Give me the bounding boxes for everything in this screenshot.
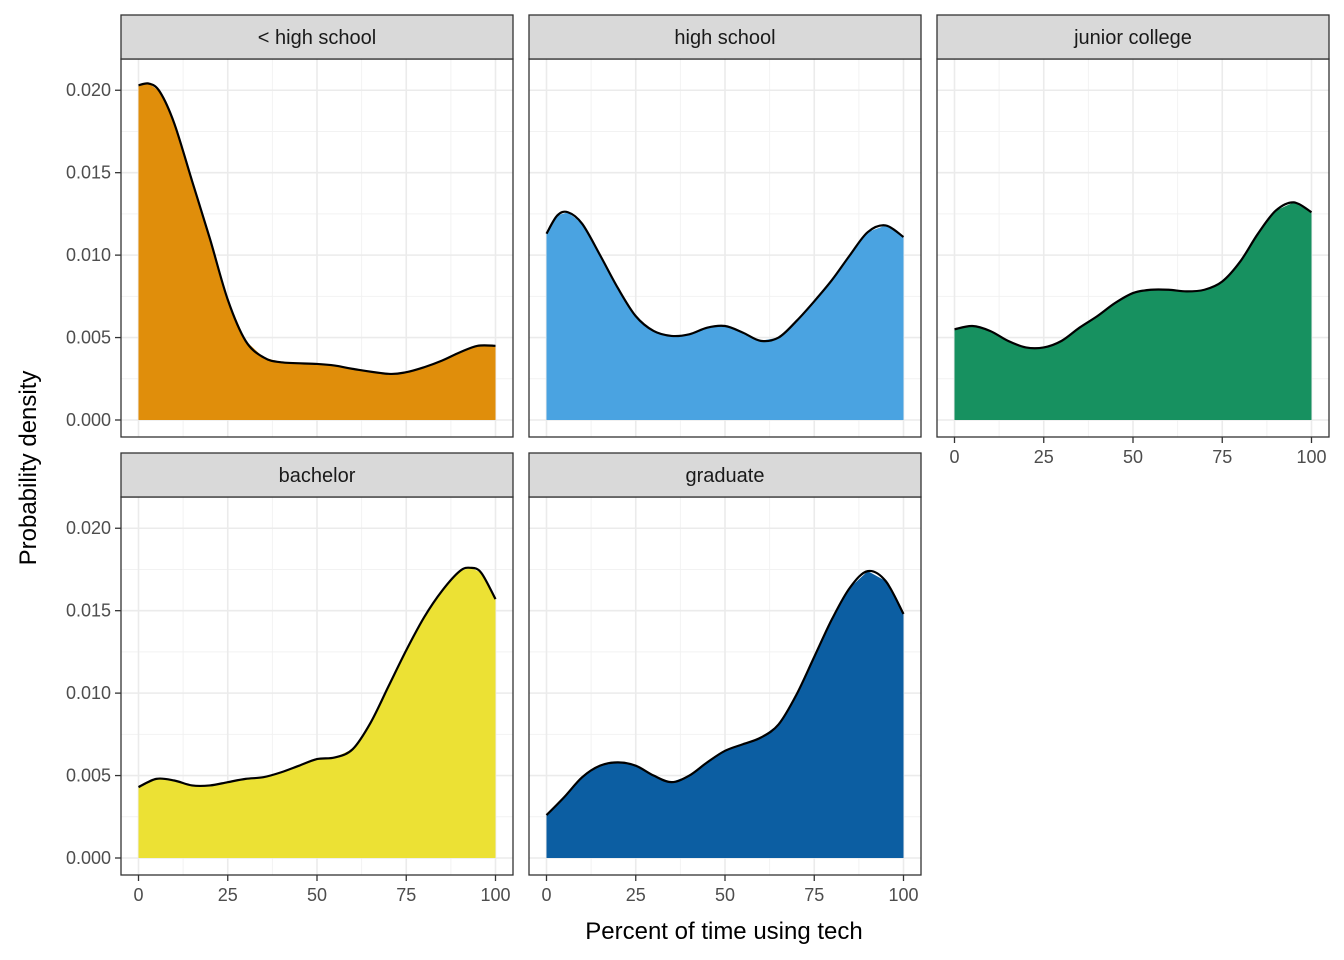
y-tick-label: 0.015	[66, 601, 111, 621]
facet-high-school: < high school 0.000 0.005 0.010 0.015 0.020	[66, 14, 514, 438]
x-tick-label: 50	[715, 885, 735, 905]
facet-strip-label: junior college	[1073, 27, 1192, 49]
x-tick-label: 75	[396, 885, 416, 905]
x-tick-label: 100	[480, 885, 510, 905]
density-area	[546, 571, 904, 858]
facet-strip	[528, 14, 922, 60]
density-area	[138, 83, 496, 421]
x-tick-label: 100	[888, 885, 918, 905]
density-area	[546, 212, 904, 420]
density-line	[138, 566, 497, 789]
y-tick-label: 0.010	[66, 245, 111, 265]
y-tick-label: 0.020	[66, 518, 111, 538]
x-tick-label: 50	[1123, 447, 1143, 467]
y-tick-label: 0.000	[66, 848, 111, 868]
y-tick-label: 0.005	[66, 766, 111, 786]
density-line	[545, 210, 905, 343]
density-line	[545, 569, 905, 816]
x-tick-label: 0	[133, 885, 143, 905]
facet-strip	[120, 14, 514, 60]
facet-junior-college: junior college 0 25 50 75 100	[936, 14, 1330, 467]
x-axis-title: Percent of time using tech	[585, 918, 862, 945]
y-tick-label: 0.010	[66, 683, 111, 703]
x-tick-label: 100	[1296, 447, 1326, 467]
facet-strip-label: high school	[674, 27, 775, 49]
x-tick-label: 75	[804, 885, 824, 905]
y-tick-label: 0.020	[66, 80, 111, 100]
facet-high-school: high school	[528, 14, 922, 438]
y-axis-title: Probability density	[15, 371, 42, 566]
x-tick-label: 25	[626, 885, 646, 905]
facet-strip-label: bachelor	[279, 465, 356, 487]
x-tick-label: 0	[541, 885, 551, 905]
density-line	[138, 82, 496, 376]
facet-graduate: graduate 0 25 50 75 100	[528, 452, 922, 905]
x-tick-label: 25	[1034, 447, 1054, 467]
y-tick-label: 0.000	[66, 410, 111, 430]
y-tick-label: 0.015	[66, 163, 111, 183]
x-tick-label: 50	[307, 885, 327, 905]
facet-bachelor: bachelor 0.000 0.005 0.010 0.015 0.020 0 25 50 75…	[66, 452, 514, 905]
x-tick-label: 25	[218, 885, 238, 905]
density-area	[138, 567, 496, 858]
density-area	[954, 202, 1312, 420]
facet-strip	[528, 452, 922, 498]
facet-strip-label: graduate	[686, 465, 765, 487]
y-tick-label: 0.005	[66, 328, 111, 348]
facet-strip-label: < high school	[258, 27, 376, 49]
density-line	[954, 201, 1313, 350]
facet-panels: < high school 0.000 0.005 0.010 0.015 0.020 hi…	[66, 14, 1330, 905]
x-tick-label: 75	[1212, 447, 1232, 467]
facet-strip	[120, 452, 514, 498]
facet-strip	[936, 14, 1330, 60]
x-tick-label: 0	[949, 447, 959, 467]
